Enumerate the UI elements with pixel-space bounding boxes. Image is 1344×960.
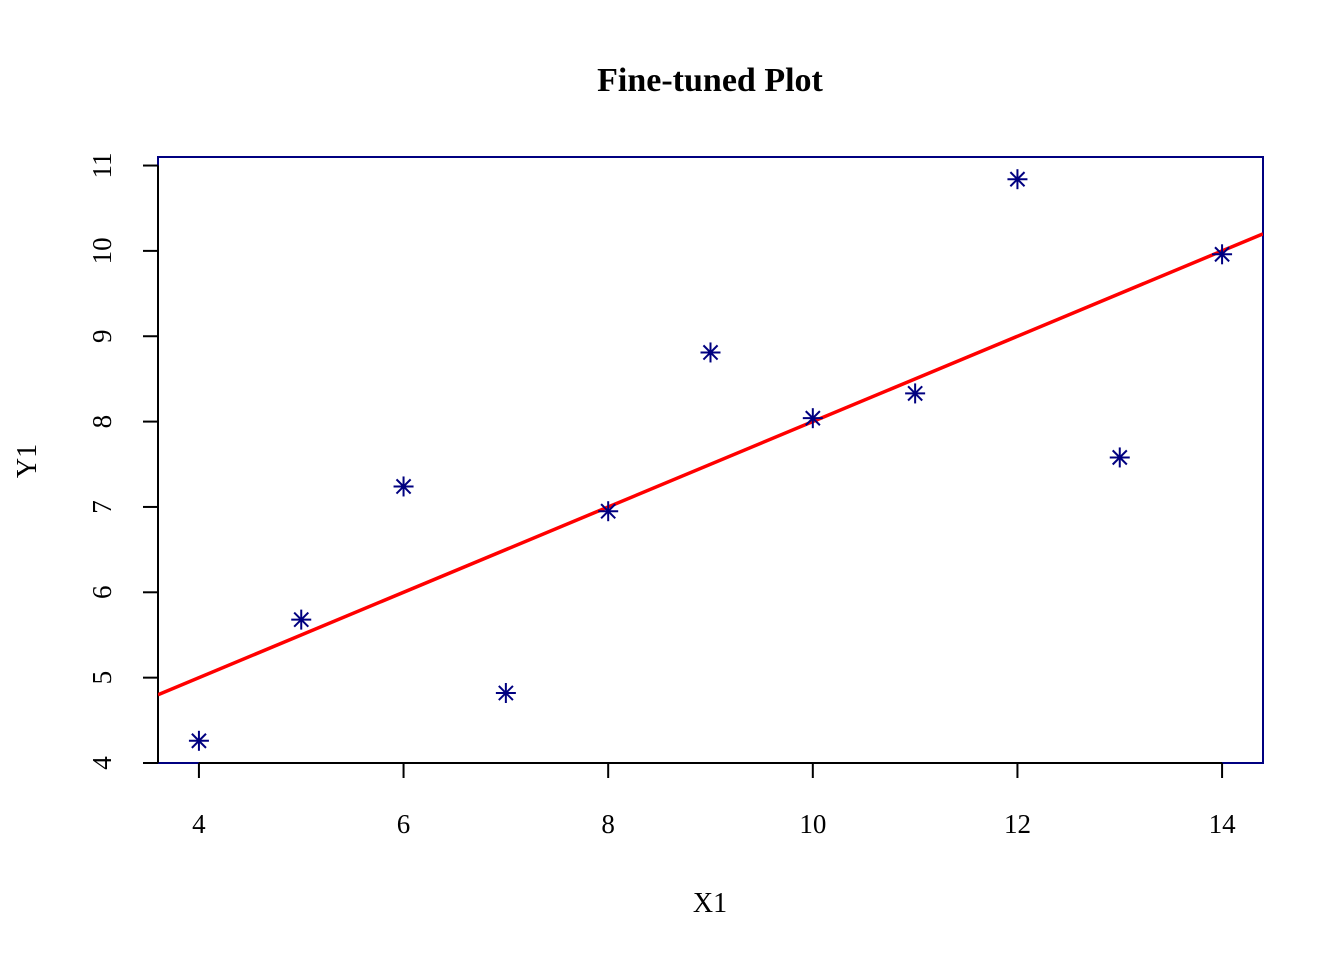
asterisk-stroke	[600, 503, 616, 519]
y-tick-label: 6	[87, 586, 117, 600]
asterisk-stroke	[395, 478, 412, 495]
plot-box	[157, 156, 1264, 764]
data-point	[802, 408, 823, 429]
asterisk-stroke	[907, 385, 923, 402]
y-tick-label: 5	[87, 671, 117, 685]
chart-title: Fine-tuned Plot	[597, 62, 823, 99]
data-point	[188, 730, 209, 751]
x-axis-label: X1	[693, 888, 727, 919]
x-tick-label: 6	[397, 809, 411, 839]
asterisk-stroke	[191, 733, 207, 749]
y-axis-label: Y1	[12, 444, 43, 478]
x-tick-label: 14	[1209, 809, 1237, 839]
x-tick-label: 10	[799, 809, 826, 839]
asterisk-stroke	[1214, 246, 1230, 263]
data-point	[1212, 244, 1233, 265]
x-tick-label: 12	[1004, 809, 1031, 839]
y-tick-label: 10	[87, 237, 117, 264]
x-tick-label: 8	[601, 809, 615, 839]
data-point	[905, 383, 926, 404]
asterisk-stroke	[498, 685, 514, 701]
data-point	[291, 609, 312, 630]
data-point	[598, 501, 619, 522]
data-point	[495, 683, 516, 704]
data-point	[700, 342, 721, 363]
asterisk-stroke	[1111, 449, 1128, 466]
data-point	[1109, 447, 1130, 468]
data-point	[393, 476, 414, 497]
asterisk-stroke	[702, 344, 719, 361]
asterisk-stroke	[293, 611, 310, 628]
y-tick-label: 4	[87, 756, 117, 770]
data-point	[1007, 169, 1028, 190]
asterisk-stroke	[805, 410, 821, 426]
regression-line	[158, 232, 1263, 697]
x-tick-label: 4	[192, 809, 206, 839]
y-tick-label: 8	[87, 415, 117, 429]
y-tick-label: 11	[87, 153, 117, 179]
asterisk-stroke	[1009, 171, 1026, 187]
y-tick-label: 9	[87, 329, 117, 343]
y-tick-label: 7	[87, 500, 117, 514]
